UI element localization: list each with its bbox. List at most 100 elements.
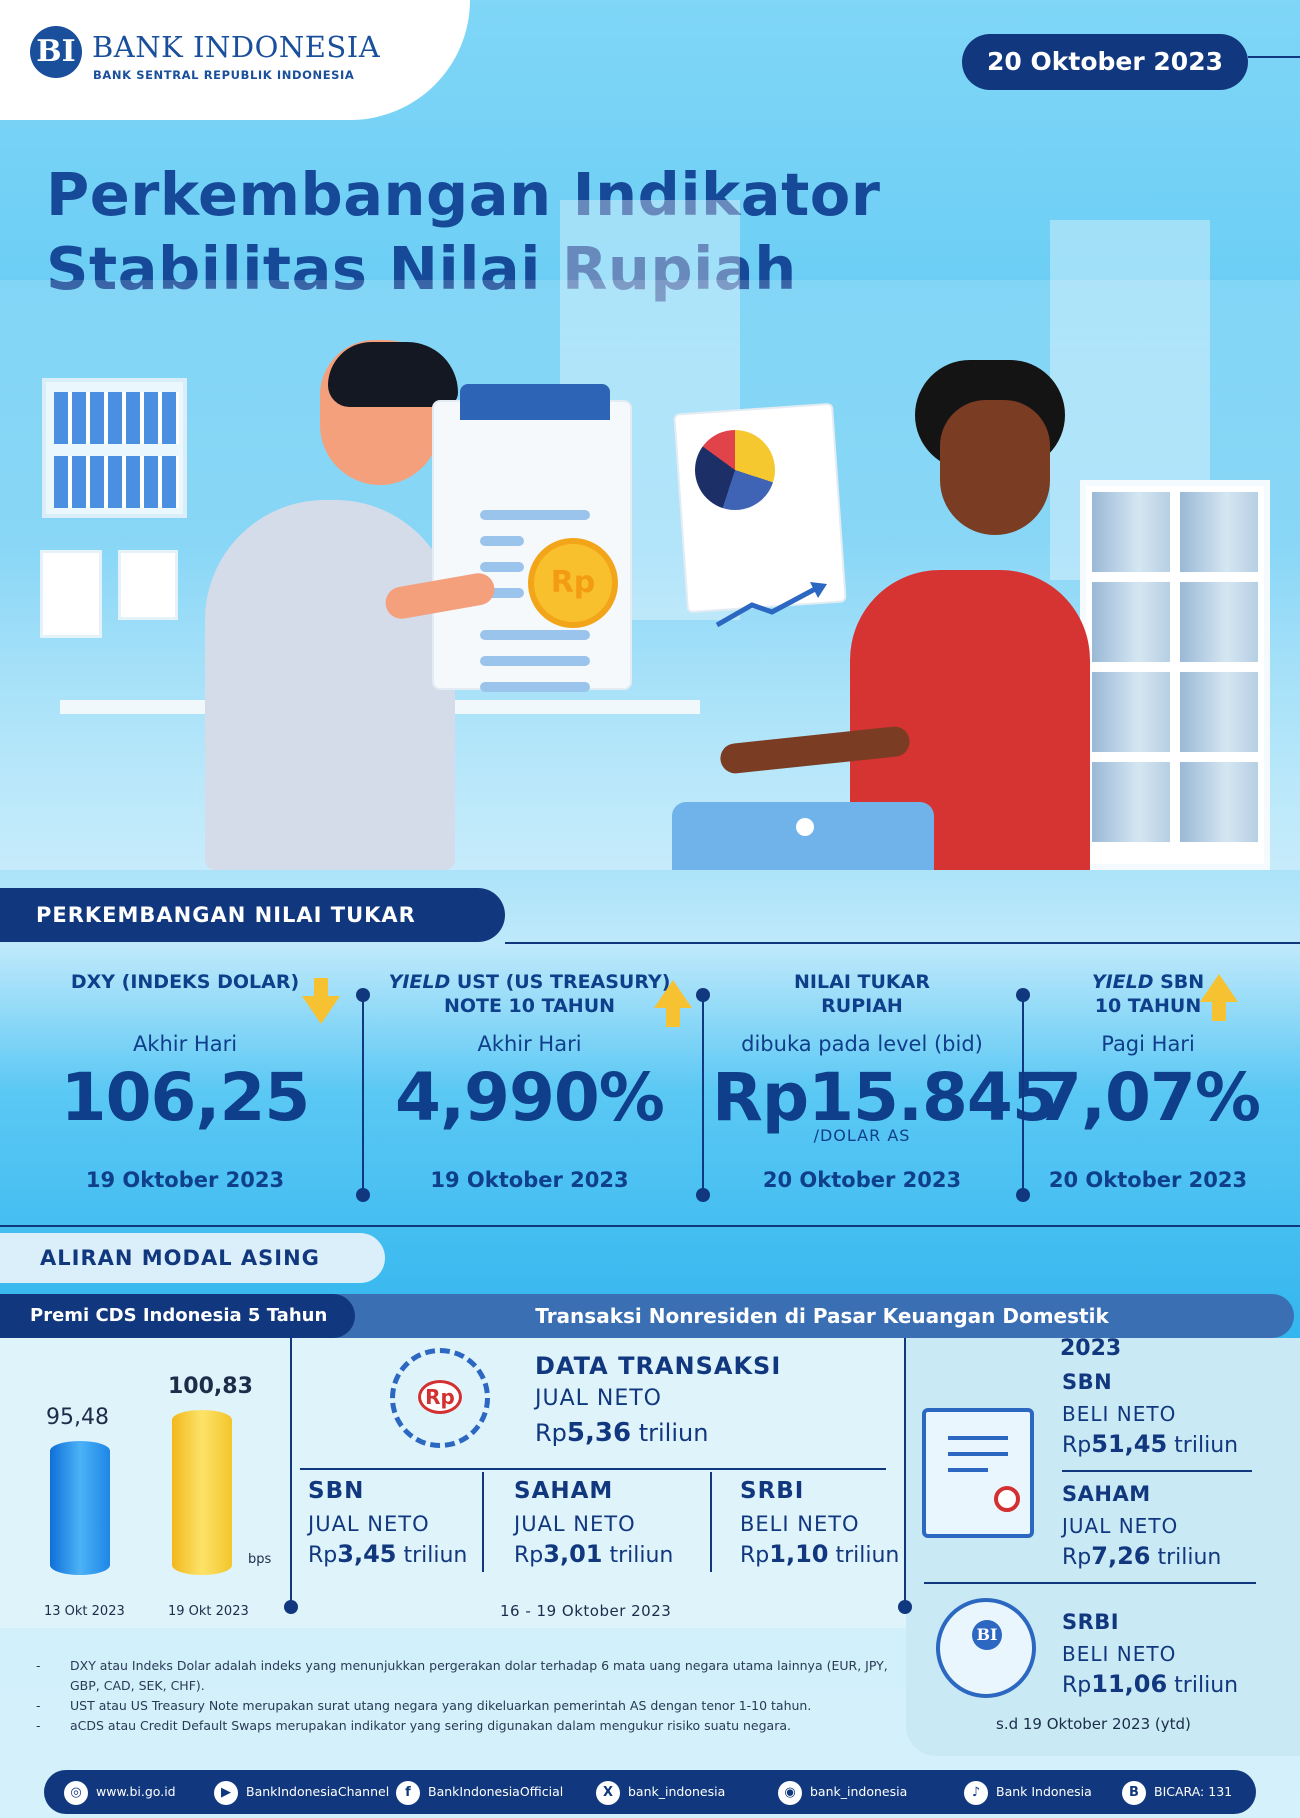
divider-dot bbox=[696, 1188, 710, 1202]
indicator-yield-sbn: YIELD SBN 10 TAHUN Pagi Hari 7,07% 20 Ok… bbox=[1030, 970, 1266, 1210]
footer-label: bank_indonesia bbox=[628, 1784, 726, 1799]
column-divider bbox=[1022, 995, 1024, 1195]
cell-title: SAHAM bbox=[514, 1478, 614, 1504]
office-illustration: Rp bbox=[0, 200, 1300, 870]
bookcase-cell bbox=[1180, 672, 1258, 752]
ytd-value: Rp51,45 triliun bbox=[1062, 1430, 1239, 1458]
cell-title: SRBI bbox=[740, 1478, 805, 1504]
ytd-title: SRBI bbox=[1062, 1610, 1120, 1634]
row-divider bbox=[924, 1582, 1256, 1584]
cell-sub: JUAL NETO bbox=[514, 1512, 636, 1536]
footnote: aCDS atau Credit Default Swaps merupakan… bbox=[36, 1716, 896, 1736]
transaksi-saham: SAHAM JUAL NETO Rp3,01 triliun bbox=[514, 1478, 673, 1568]
logo-name: BANK INDONESIA bbox=[92, 30, 381, 64]
up-arrow-stem bbox=[1212, 1001, 1226, 1021]
transaksi-period: 16 - 19 Oktober 2023 bbox=[500, 1602, 672, 1620]
indicator-label: NILAI TUKAR bbox=[794, 971, 930, 993]
up-arrow-icon bbox=[654, 980, 692, 1008]
cell-value: Rp1,10 triliun bbox=[740, 1540, 900, 1568]
logo-subtitle: BANK SENTRAL REPUBLIK INDONESIA bbox=[93, 68, 355, 82]
column-divider bbox=[904, 1338, 906, 1606]
footer-label: BICARA: 131 bbox=[1154, 1784, 1233, 1799]
bookcase-cell bbox=[1180, 762, 1258, 842]
bookcase-cell bbox=[1092, 672, 1170, 752]
cds-value-19-okt: 100,83 bbox=[168, 1374, 253, 1399]
rupiah-coin-icon: Rp bbox=[528, 538, 618, 628]
indicator-label-2: RUPIAH bbox=[821, 995, 903, 1017]
column-divider bbox=[290, 1338, 292, 1606]
footer-link-tiktok[interactable]: ♪ Bank Indonesia bbox=[964, 1770, 1092, 1814]
cell-sub: BELI NETO bbox=[740, 1512, 860, 1536]
ytd-sub: JUAL NETO bbox=[1062, 1514, 1179, 1538]
cds-value-13-okt: 95,48 bbox=[46, 1405, 109, 1430]
report-line bbox=[480, 630, 590, 640]
indicator-value: 106,25 bbox=[60, 1059, 311, 1136]
report-line bbox=[480, 510, 590, 520]
cycle-ring bbox=[390, 1348, 490, 1448]
down-arrow-icon bbox=[302, 996, 340, 1024]
data-transaksi-value: Rp5,36 triliun bbox=[535, 1418, 709, 1448]
report-clipboard bbox=[432, 400, 632, 690]
footer-label: BankIndonesiaOfficial bbox=[428, 1784, 564, 1799]
footer-label: www.bi.go.id bbox=[96, 1784, 176, 1799]
divider-dot bbox=[696, 988, 710, 1002]
ytd-sub: BELI NETO bbox=[1062, 1402, 1177, 1426]
cds-date-19-okt: 19 Okt 2023 bbox=[168, 1604, 249, 1619]
transaksi-srbi: SRBI BELI NETO Rp1,10 triliun bbox=[740, 1478, 899, 1568]
logo-area: BI BANK INDONESIA BANK SENTRAL REPUBLIK … bbox=[0, 0, 470, 120]
bookcase-cell bbox=[1180, 582, 1258, 662]
ytd-srbi: SRBI BELI NETO Rp11,06 triliun bbox=[1062, 1610, 1238, 1698]
tiktok-icon: ♪ bbox=[964, 1780, 988, 1805]
footer-link-youtube[interactable]: ▶ BankIndonesiaChannel bbox=[214, 1770, 389, 1814]
down-arrow-stem bbox=[314, 978, 328, 998]
indicator-date: 19 Oktober 2023 bbox=[430, 1168, 629, 1192]
clipboard-clip bbox=[460, 384, 610, 420]
ytd-note: s.d 19 Oktober 2023 (ytd) bbox=[996, 1715, 1191, 1733]
column-divider bbox=[362, 995, 364, 1195]
cds-heading: Premi CDS Indonesia 5 Tahun bbox=[0, 1294, 355, 1338]
ytd-sub: BELI NETO bbox=[1062, 1642, 1177, 1666]
instagram-icon: ◉ bbox=[778, 1780, 802, 1805]
globe-icon: ◎ bbox=[64, 1780, 88, 1805]
report-line bbox=[480, 588, 524, 598]
cell-title: SBN bbox=[308, 1478, 365, 1504]
footer-link-instagram[interactable]: ◉ bank_indonesia bbox=[778, 1770, 907, 1814]
divider-dot bbox=[356, 988, 370, 1002]
youtube-icon: ▶ bbox=[214, 1780, 238, 1805]
page-title: Perkembangan Indikator Stabilitas Nilai … bbox=[46, 158, 946, 306]
indicator-dxy: DXY (INDEKS DOLAR) Akhir Hari 106,25 19 … bbox=[40, 970, 330, 1210]
monitor-camera-dot bbox=[796, 818, 814, 836]
woman-head bbox=[940, 400, 1050, 535]
binder-row bbox=[54, 392, 179, 444]
footnote: DXY atau Indeks Dolar adalah indeks yang… bbox=[36, 1656, 896, 1696]
ytd-year: 2023 bbox=[1060, 1336, 1122, 1361]
divider-dot bbox=[898, 1600, 912, 1614]
date-divider bbox=[1248, 56, 1300, 58]
man-figure bbox=[205, 500, 455, 870]
data-transaksi-title: DATA TRANSAKSI bbox=[535, 1352, 782, 1380]
wall-chart-frame bbox=[40, 550, 102, 638]
footnote: UST atau US Treasury Note merupakan sura… bbox=[36, 1696, 896, 1716]
bank-indonesia-logo-icon: BI bbox=[972, 1620, 1002, 1650]
report-line bbox=[480, 682, 590, 692]
footer-link-facebook[interactable]: f BankIndonesiaOfficial bbox=[396, 1770, 563, 1814]
column-divider bbox=[702, 995, 704, 1195]
footer-link-bicara[interactable]: B BICARA: 131 bbox=[1122, 1770, 1232, 1814]
bicara-icon: B bbox=[1122, 1780, 1146, 1805]
indicator-date: 20 Oktober 2023 bbox=[762, 1168, 962, 1192]
report-line bbox=[480, 536, 524, 546]
bookcase-cell bbox=[1092, 762, 1170, 842]
section-heading-aliran-modal: ALIRAN MODAL ASING bbox=[0, 1233, 385, 1283]
cell-divider bbox=[710, 1472, 712, 1572]
transaksi-sbn: SBN JUAL NETO Rp3,45 triliun bbox=[308, 1478, 467, 1568]
footer-label: bank_indonesia bbox=[810, 1784, 908, 1799]
doc-line bbox=[948, 1468, 988, 1472]
indicator-label: YIELD UST (US TREASURY) bbox=[388, 971, 671, 993]
rupiah-cycle-icon: Rp bbox=[390, 1348, 498, 1448]
divider-dot bbox=[356, 1188, 370, 1202]
indicator-label: DXY (INDEKS DOLAR) bbox=[70, 971, 300, 993]
bookcase-cell bbox=[1180, 492, 1258, 572]
man-hair bbox=[328, 342, 458, 407]
footer-link-website[interactable]: ◎ www.bi.go.id bbox=[64, 1770, 176, 1814]
